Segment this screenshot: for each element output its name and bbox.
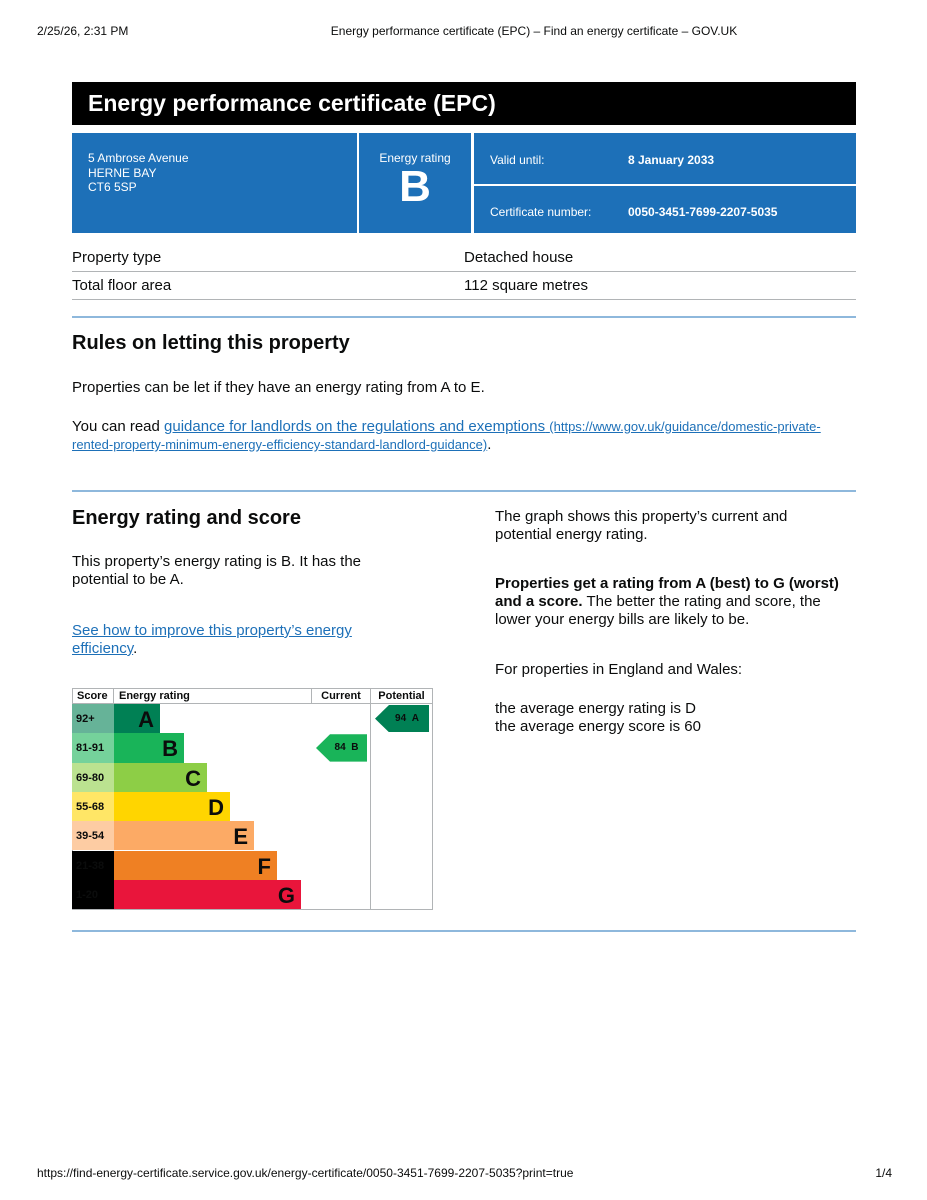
divider: [72, 490, 856, 492]
paragraph: You can read guidance for landlords on t…: [72, 418, 842, 454]
band-bar: D: [114, 791, 230, 822]
average-rating: the average energy rating is D: [495, 700, 696, 717]
link-url[interactable]: (https://www.gov.uk/guidance/domestic-pr…: [72, 419, 821, 452]
valid-until: 8 January 2033: [628, 153, 715, 167]
band-bar: A: [114, 704, 160, 734]
score-cell: 81-91: [72, 733, 114, 763]
score-cell: 92+: [72, 704, 114, 734]
band-bar: F: [114, 850, 277, 880]
column-header: Energy rating: [114, 688, 312, 704]
score-cell: 55-68: [72, 791, 114, 822]
text: .: [487, 436, 492, 453]
address-line: HERNE BAY: [88, 165, 157, 180]
certificate-label: Certificate number:: [490, 205, 592, 219]
divider: [72, 930, 856, 932]
bold-text: Properties get a rating from A (best) to…: [495, 575, 839, 610]
paragraph: See how to improve this property’s energ…: [72, 622, 392, 658]
print-page: 1/4: [875, 1166, 892, 1180]
address-line: CT6 5SP: [88, 180, 137, 194]
print-url: https://find-energy-certificate.service.…: [37, 1166, 574, 1180]
link[interactable]: See how to improve this property’s energ…: [72, 622, 352, 657]
rating-chart: Score Energy rating Current Potential 92+ A 81…: [72, 688, 433, 910]
property-value: Detached house: [464, 249, 574, 266]
paragraph: This property’s energy rating is B. It h…: [72, 553, 362, 588]
property-key: Total floor area: [72, 277, 172, 294]
link-text[interactable]: guidance for landlords on the regulation…: [164, 418, 546, 435]
property-key: Property type: [72, 249, 162, 266]
text: You can read: [72, 418, 165, 435]
score-cell: 39-54: [72, 821, 114, 851]
column-line: [312, 704, 371, 909]
score-cell: 1-20: [72, 879, 114, 910]
rating-box: Energy rating B: [359, 133, 471, 233]
paragraph: Properties can be let if they have an en…: [72, 379, 485, 396]
rating-label: Energy rating: [379, 151, 451, 165]
band-bar: G: [114, 879, 301, 910]
paragraph: Properties get a rating from A (best) to…: [495, 575, 856, 629]
text: .: [133, 640, 138, 657]
valid-box: Valid until: 8 January 2033: [474, 133, 856, 184]
column-header: Current: [312, 688, 371, 704]
band-bar: B: [114, 733, 184, 763]
column-line: [371, 704, 433, 909]
address-box: 5 Ambrose Avenue HERNE BAY CT6 5SP: [72, 133, 357, 233]
property-row: Property type Detached house: [72, 243, 856, 272]
current-band: B: [351, 742, 359, 754]
score-cell: 69-80: [72, 762, 114, 792]
score-cell: 21-38: [72, 850, 114, 880]
link[interactable]: guidance for landlords on the regulation…: [72, 418, 821, 453]
certificate-number: 0050-3451-7699-2207-5035: [628, 205, 778, 219]
heading: Energy rating and score: [72, 507, 301, 529]
column-header: Potential: [371, 688, 433, 704]
paragraph: For properties in England and Wales:: [495, 661, 743, 678]
potential-band: A: [411, 713, 419, 724]
paragraph: The graph shows this property’s current …: [495, 508, 788, 543]
band-bar: E: [114, 821, 254, 851]
divider: [72, 316, 856, 318]
heading: Rules on letting this property: [72, 332, 350, 354]
text: The better the rating and score, the low…: [495, 593, 821, 628]
header-title: Energy performance certificate (EPC): [72, 82, 856, 125]
valid-label: Valid until:: [490, 153, 545, 167]
potential-score: 94: [395, 713, 407, 724]
property-value: 112 square metres: [464, 277, 588, 294]
column-header: Score: [72, 688, 114, 704]
certificate-box: Certificate number: 0050-3451-7699-2207-…: [474, 186, 856, 233]
address-line: 5 Ambrose Avenue: [88, 151, 189, 165]
print-date: 2/25/26, 2:31 PM: [37, 24, 129, 38]
rating: B: [399, 162, 431, 211]
band-bar: C: [114, 762, 207, 792]
average-score: the average energy score is 60: [495, 718, 701, 735]
property-row: Total floor area 112 square metres: [72, 271, 856, 300]
print-title: Energy performance certificate (EPC) – F…: [330, 24, 738, 38]
current-score: 84: [334, 742, 346, 754]
